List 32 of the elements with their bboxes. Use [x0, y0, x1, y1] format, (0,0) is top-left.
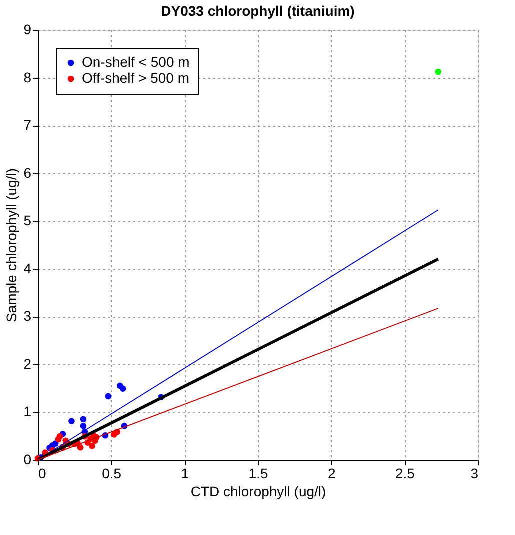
legend-label: Off-shelf > 500 m	[82, 70, 190, 86]
x-tick-label: 1.5	[248, 466, 268, 482]
point	[80, 416, 87, 423]
point	[55, 436, 62, 443]
point	[52, 440, 59, 447]
point	[111, 432, 118, 438]
y-tick-label: 9	[24, 22, 32, 38]
point	[105, 393, 112, 400]
point	[120, 386, 126, 392]
x-axis-title: CTD chlorophyll (ug/l)	[190, 484, 326, 500]
y-tick-label: 6	[24, 164, 32, 181]
y-tick-label: 1	[24, 404, 32, 420]
x-tick-label: 0.5	[102, 466, 122, 482]
y-tick-label: 7	[24, 117, 32, 134]
x-tick-label: 2.5	[395, 466, 416, 482]
y-tick-label: 3	[24, 308, 32, 324]
y-tick-label: 8	[24, 69, 32, 86]
chart-title: DY033 chlorophyll (titaniuim)	[161, 3, 355, 19]
legend-label: On-shelf < 500 m	[82, 54, 190, 70]
y-tick-label: 0	[24, 452, 32, 468]
point	[80, 422, 87, 430]
point	[68, 418, 75, 424]
point	[435, 68, 442, 76]
point	[89, 442, 96, 450]
x-tick-label: 1	[181, 466, 190, 482]
y-tick-label: 5	[24, 212, 32, 229]
x-tick-label: 2	[328, 466, 336, 482]
y-tick-label: 4	[24, 260, 32, 276]
y-axis-title: Sample chlorophyll (ug/l)	[4, 168, 20, 323]
y-tick-label: 2	[24, 356, 32, 372]
x-tick-label: 3	[470, 466, 479, 482]
x-tick-label: 0	[38, 466, 46, 482]
